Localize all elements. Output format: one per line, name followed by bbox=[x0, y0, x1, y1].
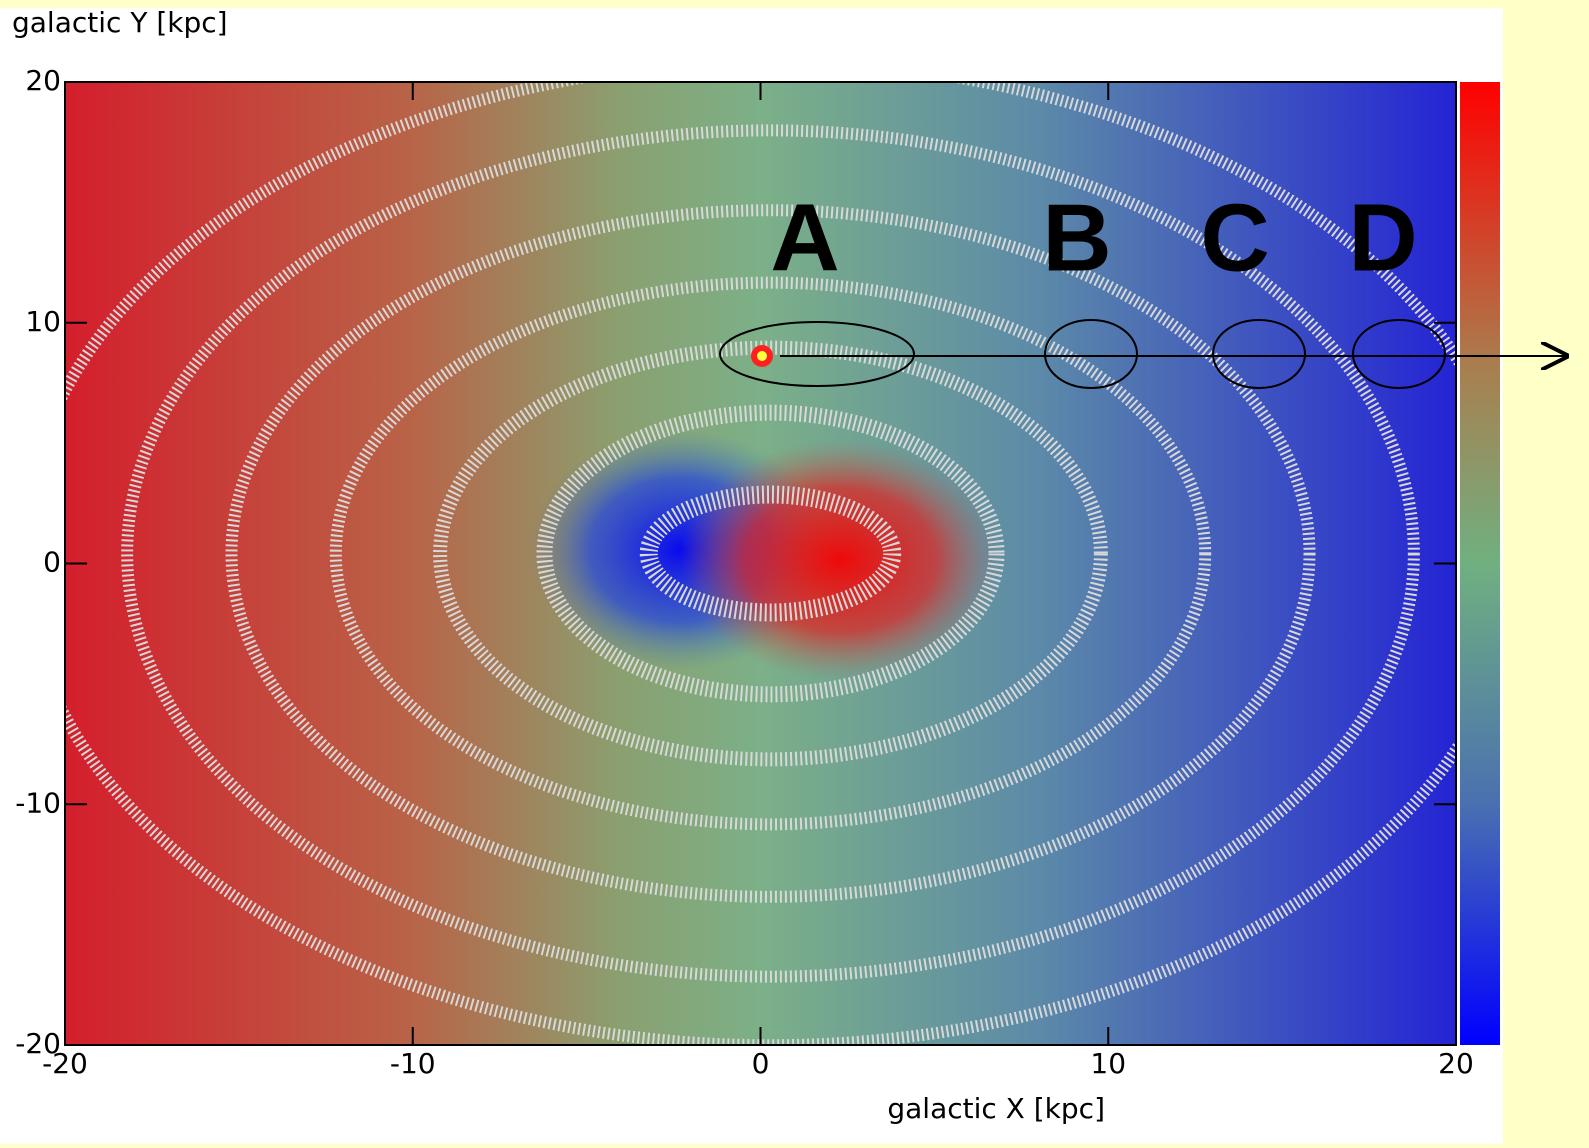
arm bbox=[433, 340, 1108, 767]
x-tick-label: -10 bbox=[390, 1047, 436, 1080]
arm bbox=[121, 124, 1420, 983]
arm bbox=[329, 276, 1212, 831]
arm bbox=[225, 204, 1316, 903]
y-tick-label: 20 bbox=[25, 64, 61, 97]
x-tick-label: 0 bbox=[752, 1047, 770, 1080]
region-label: C bbox=[1200, 184, 1269, 291]
y-tick-label: 0 bbox=[43, 546, 61, 579]
arm bbox=[639, 485, 902, 622]
x-axis-label: galactic X [kpc] bbox=[887, 1092, 1105, 1125]
region-label: A bbox=[770, 184, 839, 291]
core bbox=[680, 440, 1000, 680]
arm bbox=[536, 404, 1005, 703]
x-tick-label: 20 bbox=[1438, 1047, 1474, 1080]
y-tick-label: -20 bbox=[15, 1027, 61, 1060]
region-ring bbox=[719, 321, 915, 387]
map bbox=[65, 82, 1456, 1045]
y-tick-label: 10 bbox=[25, 305, 61, 338]
spiral-arms bbox=[65, 82, 1456, 1045]
region-label: B bbox=[1042, 184, 1111, 291]
region-label: D bbox=[1348, 184, 1417, 291]
y-tick-label: -10 bbox=[15, 786, 61, 819]
colorbar bbox=[1460, 82, 1500, 1045]
region-ring bbox=[1352, 319, 1446, 389]
region-ring bbox=[1212, 319, 1306, 389]
markers bbox=[719, 319, 1565, 389]
x-tick-label: -20 bbox=[42, 1047, 88, 1080]
region-ring bbox=[1044, 319, 1138, 389]
x-tick-label: 10 bbox=[1090, 1047, 1126, 1080]
y-axis-label: galactic Y [kpc] bbox=[12, 6, 228, 39]
sun bbox=[757, 351, 767, 361]
